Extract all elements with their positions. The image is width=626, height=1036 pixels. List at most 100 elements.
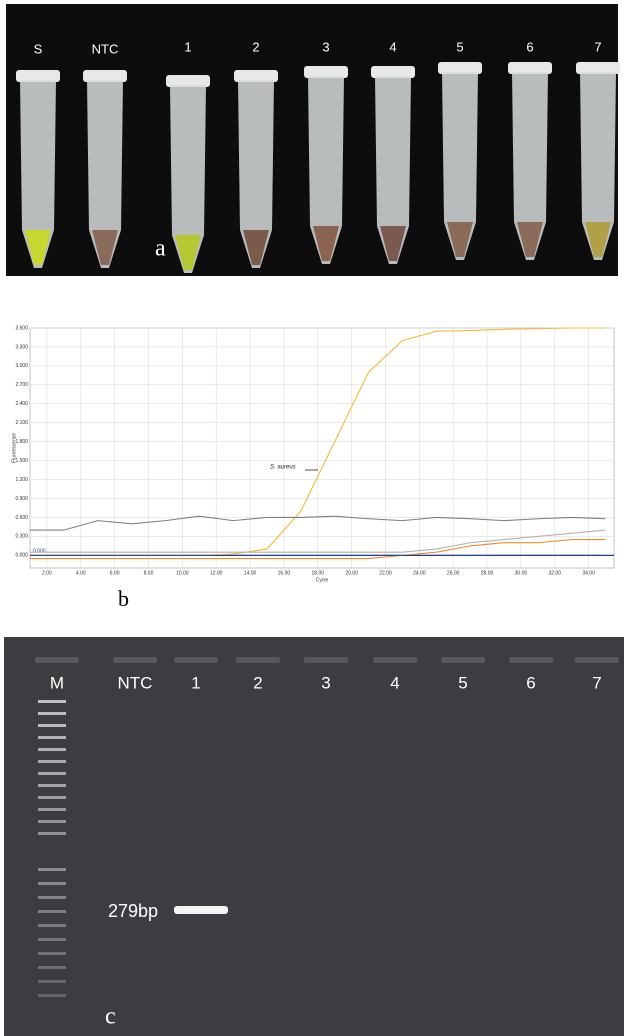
tube-label: 1 [184, 39, 191, 54]
ladder-band [38, 910, 66, 913]
y-axis-label: Fluorescence [11, 433, 17, 463]
tube-label: 4 [389, 39, 396, 54]
ladder-band [38, 760, 66, 763]
tube-cap [83, 70, 127, 82]
x-tick-label: 18.00 [312, 570, 325, 576]
y-tick-label: 1.500 [15, 458, 28, 464]
tube [442, 72, 478, 260]
y-tick-label: 3.000 [15, 363, 28, 369]
tube-cap [576, 62, 620, 74]
x-tick-label: 30.00 [515, 570, 528, 576]
panel-label: c [105, 1004, 116, 1030]
tube-liquid [585, 222, 611, 257]
ladder-band [38, 796, 66, 799]
lane-label: 7 [592, 673, 601, 692]
tube-cap [371, 66, 415, 78]
y-tick-label: 2.400 [15, 401, 28, 407]
tube-cap [438, 62, 482, 74]
x-tick-label: 34.00 [582, 570, 595, 576]
tube-cap [166, 75, 210, 87]
gel-well [35, 657, 79, 663]
band-label: 279bp [108, 901, 158, 921]
gel-well [304, 657, 348, 663]
tube-liquid [380, 226, 406, 261]
x-axis-label: Cycle [316, 577, 329, 583]
tube-label: S [34, 41, 43, 56]
gel-well [441, 657, 485, 663]
annotation: S. aureus [270, 465, 296, 471]
lane-label: 1 [191, 673, 200, 692]
x-tick-label: 8.00 [144, 570, 154, 576]
ladder-band [38, 966, 66, 969]
gel-band [174, 906, 228, 914]
tube [308, 76, 344, 264]
y-tick-label: 2.100 [15, 420, 28, 426]
ladder-band [38, 700, 66, 703]
ladder-band [38, 952, 66, 955]
ladder-band [38, 994, 66, 997]
tube-liquid [25, 230, 51, 265]
tube-liquid [92, 230, 118, 265]
series-line [30, 515, 606, 531]
ladder-band [38, 820, 66, 823]
tube-cap [508, 62, 552, 74]
tube-label: 2 [252, 39, 259, 54]
x-tick-label: 20.00 [345, 570, 358, 576]
tube-liquid [175, 235, 201, 270]
plot-area [29, 327, 615, 569]
tube [512, 72, 548, 260]
series-line [30, 529, 606, 553]
gel-well [373, 657, 417, 663]
ladder-band [38, 896, 66, 899]
ladder-band [38, 980, 66, 983]
panel-label: a [155, 236, 166, 262]
y-tick-label: 3.600 [15, 325, 28, 331]
gel-well [236, 657, 280, 663]
y-tick-label: 1.800 [15, 439, 28, 445]
y-tick-label: 0.900 [15, 496, 28, 502]
tube [238, 80, 274, 268]
tube-label: 5 [456, 39, 463, 54]
ladder-band [38, 772, 66, 775]
lane-label: 5 [458, 673, 467, 692]
x-tick-label: 24.00 [413, 570, 426, 576]
ladder-band [38, 868, 66, 871]
x-tick-label: 22.00 [379, 570, 392, 576]
y-tick-label: 3.300 [15, 344, 28, 350]
gel-well [113, 657, 157, 663]
ladder-band [38, 938, 66, 941]
lane-label: 2 [253, 673, 262, 692]
gel-well [509, 657, 553, 663]
tube [87, 80, 123, 268]
y-tick-label: 2.700 [15, 382, 28, 388]
x-tick-label: 32.00 [548, 570, 561, 576]
tube [580, 72, 616, 260]
lane-label: NTC [118, 673, 153, 692]
y-tick-label: 0.300 [15, 534, 28, 540]
gel-photo [4, 637, 624, 1036]
lane-label: 6 [526, 673, 535, 692]
ladder-band [38, 808, 66, 811]
x-tick-label: 6.00 [110, 570, 120, 576]
x-tick-label: 12.00 [210, 570, 223, 576]
tube-liquid [517, 222, 543, 257]
lane-label: 3 [321, 673, 330, 692]
tube-cap [304, 66, 348, 78]
x-tick-label: 26.00 [447, 570, 460, 576]
tube-liquid [313, 226, 339, 261]
x-tick-label: 10.00 [176, 570, 189, 576]
tube-label: 7 [594, 39, 601, 54]
y-tick-label: 1.200 [15, 477, 28, 483]
x-tick-label: 16.00 [278, 570, 291, 576]
ladder-band [38, 712, 66, 715]
ladder-band [38, 724, 66, 727]
tube-cap [234, 70, 278, 82]
ladder-band [38, 748, 66, 751]
gel-well [575, 657, 619, 663]
x-tick-label: 4.00 [76, 570, 86, 576]
tube-liquid [243, 230, 269, 265]
tube-cap [16, 70, 60, 82]
ladder-band [38, 924, 66, 927]
